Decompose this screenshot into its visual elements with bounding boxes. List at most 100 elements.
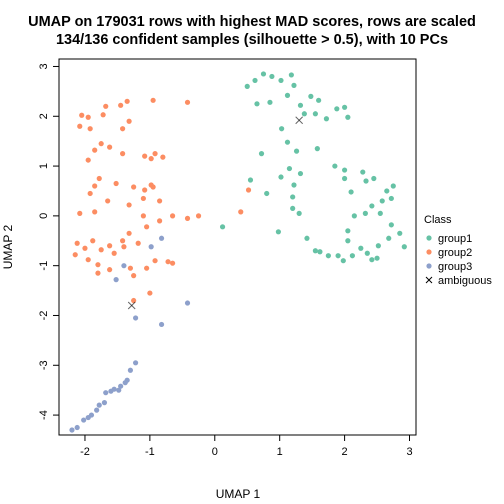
point-group2 [124,98,130,104]
point-group1 [342,104,348,110]
legend-label-group2: group2 [438,247,472,259]
y-tick-label: -2 [38,311,50,321]
point-group2 [92,147,98,153]
point-group2 [85,257,91,263]
point-group2 [165,259,171,265]
point-group1 [284,139,291,145]
point-group2 [85,157,91,163]
point-group1 [348,189,354,195]
point-group2 [140,213,146,219]
point-group1 [335,253,341,259]
point-group1 [388,195,394,202]
point-group1 [293,148,300,154]
point-group3 [74,424,80,431]
point-group1 [254,101,260,107]
chart-title-line2: 134/136 confident samples (silhouette > … [56,32,448,48]
point-group2 [92,209,98,215]
point-ambiguous [127,301,136,310]
point-group1 [264,190,270,197]
point-group2 [95,262,101,268]
point-group2 [142,187,148,193]
y-tick-label: -3 [38,360,50,370]
legend: Class group1 group2 group3 ambiguous [424,214,492,287]
point-group1 [258,151,265,157]
x-tick-label: 0 [212,446,218,458]
point-group1 [369,257,375,263]
point-group3 [184,300,191,306]
point-group1 [219,224,226,230]
legend-marker-group1 [426,235,432,241]
point-group1 [297,170,304,177]
data-points [69,71,407,433]
point-group2 [113,180,119,187]
y-tick-label: 3 [38,63,50,69]
point-group1 [351,213,357,219]
point-group1 [332,163,338,169]
point-group2 [131,184,137,190]
point-group3 [96,402,102,408]
point-ambiguous [295,116,304,125]
legend-marker-group2 [426,249,432,255]
point-group1 [374,255,380,261]
point-group2 [120,151,126,157]
x-tick-label: 3 [406,446,412,458]
point-group2 [72,252,78,258]
point-group1 [384,188,390,194]
point-group3 [113,277,119,283]
point-group1 [267,99,273,105]
point-group1 [275,229,281,235]
point-group1 [308,93,314,99]
point-group2 [77,210,83,216]
point-group2 [118,102,124,108]
point-group3 [69,427,75,433]
point-group1 [388,222,394,228]
point-group3 [158,321,165,328]
legend-marker-ambiguous [425,276,433,284]
point-group3 [148,244,154,250]
point-group2 [95,270,101,276]
point-group1 [323,116,330,122]
legend-label-ambiguous: ambiguous [438,275,492,287]
point-group1 [260,71,267,77]
point-group1 [369,203,375,209]
point-group2 [245,187,252,193]
point-group2 [148,156,154,162]
point-group1 [386,235,392,241]
x-tick-label: -2 [80,446,90,458]
point-group2 [107,243,113,249]
point-group1 [360,169,366,175]
x-tick-label: 2 [342,446,348,458]
point-group1 [317,249,323,255]
y-tick-label: -4 [38,410,50,420]
point-group2 [79,112,85,118]
legend-title: Class [424,214,452,226]
point-group2 [87,190,93,197]
point-group1 [340,258,346,264]
point-group1 [278,174,284,180]
point-group1 [301,111,307,117]
point-group1 [314,146,320,152]
point-group2 [131,273,137,279]
point-group1 [291,82,297,88]
point-group1 [296,210,302,216]
point-group2 [105,198,111,204]
point-group2 [103,103,109,109]
y-axis-label: UMAP 2 [1,224,15,269]
x-axis-label: UMAP 1 [216,487,261,501]
point-group2 [127,265,133,271]
y-axis: -4 -3 -2 -1 0 1 2 3 [38,63,59,420]
point-group2 [111,250,117,256]
point-group3 [122,380,128,386]
point-group2 [92,183,98,189]
point-group1 [334,106,340,112]
point-group1 [290,194,296,200]
point-group3 [116,387,122,393]
point-group1 [345,238,351,244]
legend-marker-group3 [426,263,432,269]
point-group1 [397,230,403,236]
point-group1 [362,210,368,216]
point-group1 [316,97,322,103]
y-tick-label: 2 [38,113,50,119]
point-group2 [184,215,191,221]
point-group1 [278,77,284,84]
